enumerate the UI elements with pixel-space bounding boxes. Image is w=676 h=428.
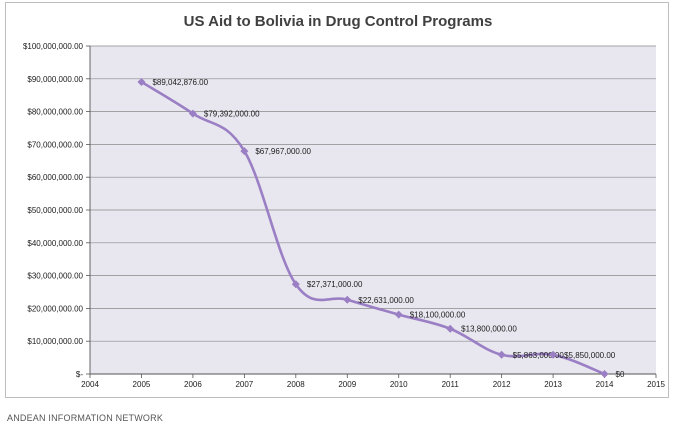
y-tick-label: $20,000,000.00 xyxy=(27,304,83,313)
y-tick-label: $10,000,000.00 xyxy=(27,337,83,346)
series-line xyxy=(140,80,606,376)
x-tick-label: 2011 xyxy=(442,380,460,389)
x-tick-label: 2006 xyxy=(184,380,202,389)
x-tick-label: 2004 xyxy=(81,380,99,389)
data-point-marker xyxy=(291,280,300,289)
chart-title: US Aid to Bolivia in Drug Control Progra… xyxy=(184,13,493,30)
x-tick-label: 2014 xyxy=(596,380,614,389)
data-point-marker xyxy=(497,350,506,359)
y-tick-label: $90,000,000.00 xyxy=(27,75,83,84)
y-tick-label: $30,000,000.00 xyxy=(27,272,83,281)
data-label: $5,863,000.00 xyxy=(513,351,565,360)
x-tick-label: 2013 xyxy=(544,380,562,389)
data-point-marker xyxy=(137,77,146,86)
data-label: $89,042,876.00 xyxy=(152,78,208,87)
x-tick-label: 2015 xyxy=(647,380,665,389)
data-point-marker xyxy=(188,109,197,118)
y-tick-label: $70,000,000.00 xyxy=(27,140,83,149)
data-label: $5,850,000.00 xyxy=(564,351,616,360)
y-tick-label: $50,000,000.00 xyxy=(27,206,83,215)
data-point-marker xyxy=(240,147,249,156)
y-tick-label: $60,000,000.00 xyxy=(27,173,83,182)
data-label: $13,800,000.00 xyxy=(461,325,517,334)
x-tick-label: 2008 xyxy=(287,380,305,389)
y-tick-label: $- xyxy=(76,370,83,379)
data-point-marker xyxy=(394,310,403,319)
y-tick-label: $40,000,000.00 xyxy=(27,239,83,248)
data-label: $22,631,000.00 xyxy=(358,296,414,305)
x-tick-label: 2010 xyxy=(390,380,408,389)
data-label: $27,371,000.00 xyxy=(307,280,363,289)
line-chart: US Aid to Bolivia in Drug Control Progra… xyxy=(23,13,666,389)
data-point-marker xyxy=(549,350,558,359)
data-label: $67,967,000.00 xyxy=(255,147,311,156)
data-label: $18,100,000.00 xyxy=(410,311,466,320)
data-point-marker xyxy=(600,370,609,378)
x-tick-label: 2005 xyxy=(133,380,151,389)
data-label: $79,392,000.00 xyxy=(204,110,260,119)
x-tick-label: 2009 xyxy=(338,380,356,389)
source-credit: ANDEAN INFORMATION NETWORK xyxy=(7,413,164,423)
data-point-marker xyxy=(446,324,455,333)
x-tick-label: 2012 xyxy=(493,380,511,389)
y-tick-label: $100,000,000.00 xyxy=(23,42,84,51)
x-tick-label: 2007 xyxy=(235,380,253,389)
data-label: $0 xyxy=(616,370,625,379)
data-point-marker xyxy=(343,295,352,304)
y-tick-label: $80,000,000.00 xyxy=(27,108,83,117)
